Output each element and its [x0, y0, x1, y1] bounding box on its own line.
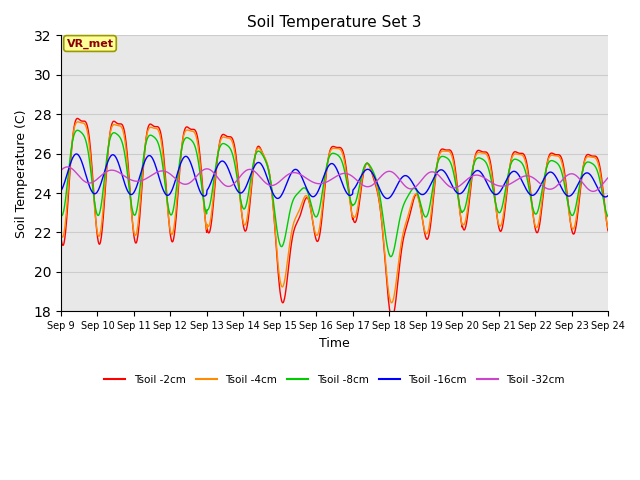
Tsoil -32cm — [241, 169, 248, 175]
Tsoil -8cm — [420, 212, 428, 218]
Tsoil -2cm — [604, 228, 612, 234]
Tsoil -32cm — [604, 175, 612, 180]
Tsoil -16cm — [492, 192, 499, 197]
Tsoil -8cm — [179, 140, 187, 146]
Tsoil -2cm — [420, 227, 428, 233]
Tsoil -16cm — [604, 193, 612, 199]
Tsoil -4cm — [74, 119, 81, 125]
Tsoil -4cm — [166, 225, 173, 230]
Tsoil -2cm — [492, 201, 499, 206]
Tsoil -16cm — [179, 156, 187, 161]
Tsoil -4cm — [492, 203, 499, 209]
Tsoil -16cm — [540, 176, 548, 182]
Legend: Tsoil -2cm, Tsoil -4cm, Tsoil -8cm, Tsoil -16cm, Tsoil -32cm: Tsoil -2cm, Tsoil -4cm, Tsoil -8cm, Tsoi… — [100, 371, 569, 389]
Tsoil -32cm — [540, 183, 547, 189]
Tsoil -2cm — [179, 134, 187, 140]
Tsoil -4cm — [179, 136, 187, 142]
Tsoil -8cm — [57, 213, 65, 218]
X-axis label: Time: Time — [319, 336, 350, 349]
Tsoil -16cm — [383, 196, 391, 202]
Tsoil -8cm — [604, 214, 612, 219]
Tsoil -4cm — [604, 225, 612, 231]
Line: Tsoil -2cm: Tsoil -2cm — [61, 119, 608, 318]
Title: Soil Temperature Set 3: Soil Temperature Set 3 — [247, 15, 422, 30]
Tsoil -32cm — [492, 182, 499, 188]
Tsoil -8cm — [540, 177, 548, 183]
Tsoil -32cm — [63, 164, 71, 170]
Line: Tsoil -32cm: Tsoil -32cm — [61, 167, 608, 192]
Tsoil -16cm — [420, 191, 428, 197]
Line: Tsoil -4cm: Tsoil -4cm — [61, 122, 608, 303]
Tsoil -32cm — [179, 181, 187, 187]
Tsoil -2cm — [388, 315, 396, 321]
Tsoil -2cm — [74, 116, 81, 121]
Tsoil -2cm — [166, 227, 173, 233]
Tsoil -16cm — [72, 151, 80, 157]
Tsoil -4cm — [241, 222, 248, 228]
Tsoil -16cm — [241, 187, 248, 193]
Line: Tsoil -16cm: Tsoil -16cm — [61, 154, 608, 199]
Tsoil -16cm — [57, 188, 65, 193]
Tsoil -4cm — [388, 300, 396, 306]
Tsoil -32cm — [166, 171, 173, 177]
Tsoil -8cm — [74, 127, 81, 133]
Tsoil -2cm — [57, 235, 65, 241]
Tsoil -16cm — [166, 191, 173, 197]
Tsoil -4cm — [57, 231, 65, 237]
Tsoil -4cm — [420, 226, 428, 231]
Tsoil -8cm — [492, 200, 499, 206]
Line: Tsoil -8cm: Tsoil -8cm — [61, 130, 608, 257]
Tsoil -8cm — [241, 206, 248, 212]
Tsoil -2cm — [540, 186, 548, 192]
Y-axis label: Soil Temperature (C): Soil Temperature (C) — [15, 109, 28, 238]
Tsoil -8cm — [387, 254, 395, 260]
Tsoil -2cm — [241, 227, 248, 232]
Tsoil -4cm — [540, 182, 548, 188]
Tsoil -8cm — [166, 210, 173, 216]
Tsoil -32cm — [57, 168, 65, 173]
Tsoil -32cm — [589, 189, 597, 194]
Text: VR_met: VR_met — [67, 38, 113, 48]
Tsoil -32cm — [420, 175, 428, 180]
